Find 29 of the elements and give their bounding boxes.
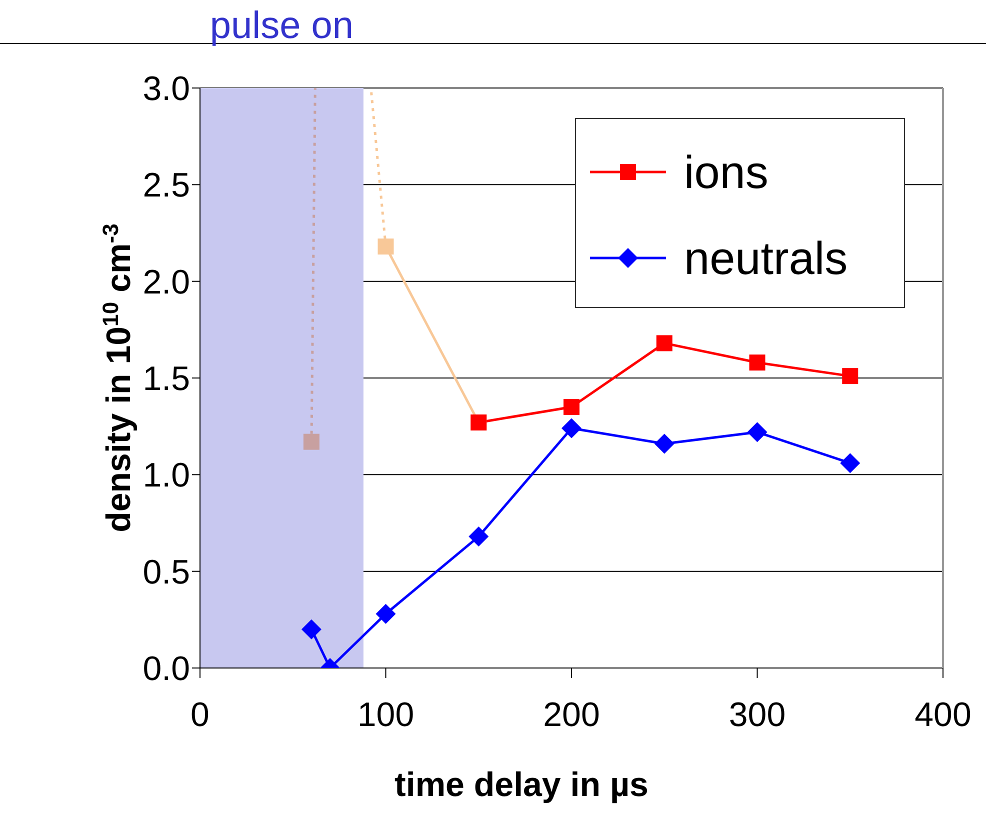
point	[654, 434, 674, 454]
point	[842, 368, 858, 384]
point	[747, 422, 768, 442]
point	[656, 335, 672, 352]
y-tick-label: 0.5	[142, 553, 190, 592]
point	[562, 418, 582, 438]
x-tick-label: 400	[914, 696, 972, 734]
y-tick-label: 1.5	[142, 360, 190, 398]
legend-label: neutrals	[684, 231, 848, 285]
point	[468, 526, 489, 547]
point	[749, 354, 766, 371]
x-tick-label: 300	[728, 696, 786, 734]
x-tick-label: 100	[357, 696, 414, 734]
x-axis-title: time delay in µs	[394, 766, 648, 804]
y-tick-label: 2.0	[142, 263, 190, 302]
band-label: pulse on	[210, 5, 354, 47]
y-tick-label: 3.0	[142, 70, 190, 108]
legend-label: ions	[684, 145, 768, 199]
x-tick-label: 0	[190, 696, 210, 734]
point	[840, 453, 860, 474]
point	[376, 604, 396, 624]
y-tick-label: 1.0	[142, 456, 190, 495]
point	[301, 619, 322, 640]
point	[303, 434, 320, 450]
point	[378, 238, 394, 255]
y-tick-label: 0.0	[142, 650, 190, 688]
x-tick-label: 200	[543, 696, 600, 734]
y-tick-label: 2.5	[142, 166, 190, 205]
point	[564, 399, 580, 415]
